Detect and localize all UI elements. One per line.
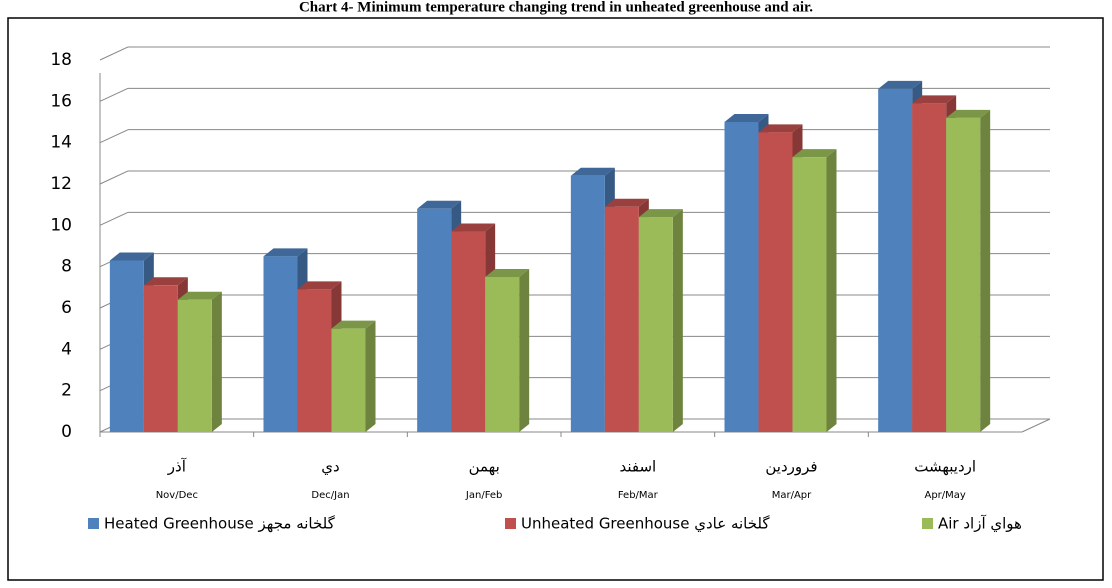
bar-top	[451, 223, 496, 232]
x-tick-label: بهمن	[469, 458, 500, 476]
legend-label: Unheated Greenhouse گلخانه عادي	[521, 515, 770, 534]
y-tick-label: 10	[50, 215, 72, 235]
bar-side	[672, 209, 683, 432]
bar-top	[878, 80, 923, 89]
bar-top	[638, 209, 683, 218]
y-tick-label: 16	[50, 91, 72, 111]
bar-side	[211, 291, 222, 432]
chart-title: Chart 4- Minimum temperature changing tr…	[299, 0, 813, 15]
x-axis	[1021, 418, 1051, 433]
x-tick-label: دي	[321, 458, 339, 477]
bar-side	[826, 149, 837, 432]
grid-line	[99, 211, 129, 226]
bar-top	[109, 252, 154, 261]
x-tick-sublabel: Apr/May	[924, 490, 965, 501]
chart-border	[7, 17, 1104, 581]
x-tick-sublabel: Nov/Dec	[156, 490, 198, 501]
bar	[792, 157, 827, 432]
y-tick-label: 12	[50, 174, 72, 194]
bar	[263, 256, 298, 432]
y-tick-label: 8	[61, 257, 72, 277]
legend-swatch	[88, 518, 99, 529]
bar	[417, 208, 452, 432]
bar	[451, 231, 486, 432]
bar	[109, 260, 144, 432]
bar	[485, 277, 520, 432]
y-tick-label: 2	[61, 381, 72, 401]
grid-line	[99, 46, 129, 61]
bar-side	[365, 320, 376, 432]
bar	[177, 299, 212, 432]
bar-top	[570, 167, 615, 176]
y-tick-label: 14	[50, 133, 72, 153]
x-tick-sublabel: Mar/Apr	[772, 490, 812, 501]
bar-top	[946, 109, 991, 118]
bar	[878, 88, 913, 432]
y-tick-label: 18	[50, 50, 72, 70]
bar	[331, 328, 366, 432]
bar	[638, 217, 673, 432]
bar-top	[331, 320, 376, 329]
y-tick-label: 4	[61, 339, 72, 359]
bar	[724, 122, 759, 432]
bar	[297, 289, 332, 432]
bar	[570, 175, 605, 432]
bar-top	[724, 114, 769, 122]
bar	[758, 132, 793, 433]
bar	[143, 285, 178, 432]
x-tick-sublabel: Jan/Feb	[465, 490, 503, 501]
x-tick-sublabel: Feb/Mar	[618, 490, 659, 501]
grid-line	[99, 170, 129, 185]
legend-label: Heated Greenhouse گلخانه مجهز	[104, 515, 336, 533]
bar-top	[263, 248, 308, 257]
bar-top	[177, 291, 222, 300]
bar-top	[485, 269, 530, 277]
x-tick-label: ارديبهشت	[914, 458, 976, 476]
legend-label: Air هواي آزاد	[938, 515, 1022, 534]
bar-top	[297, 281, 342, 290]
bar-top	[417, 200, 462, 209]
y-tick-label: 0	[61, 422, 72, 442]
bar-top	[143, 277, 188, 286]
bar	[912, 103, 947, 433]
bar	[946, 117, 981, 432]
bar-side	[980, 109, 991, 432]
bar	[604, 206, 639, 432]
x-tick-label: آذر	[167, 458, 187, 476]
x-tick-sublabel: Dec/Jan	[311, 490, 349, 501]
bar-side	[519, 269, 530, 432]
bar-top	[604, 198, 649, 207]
bar-top	[792, 149, 837, 158]
legend-swatch	[505, 518, 516, 529]
y-tick-label: 6	[61, 298, 72, 318]
legend-swatch	[922, 518, 933, 529]
grid-line	[99, 129, 129, 144]
x-tick-label: فروردين	[765, 458, 817, 476]
x-tick-label: اسفند	[619, 458, 656, 476]
bar-top	[758, 124, 803, 133]
bar-top	[912, 95, 957, 104]
grid-line	[99, 87, 129, 102]
